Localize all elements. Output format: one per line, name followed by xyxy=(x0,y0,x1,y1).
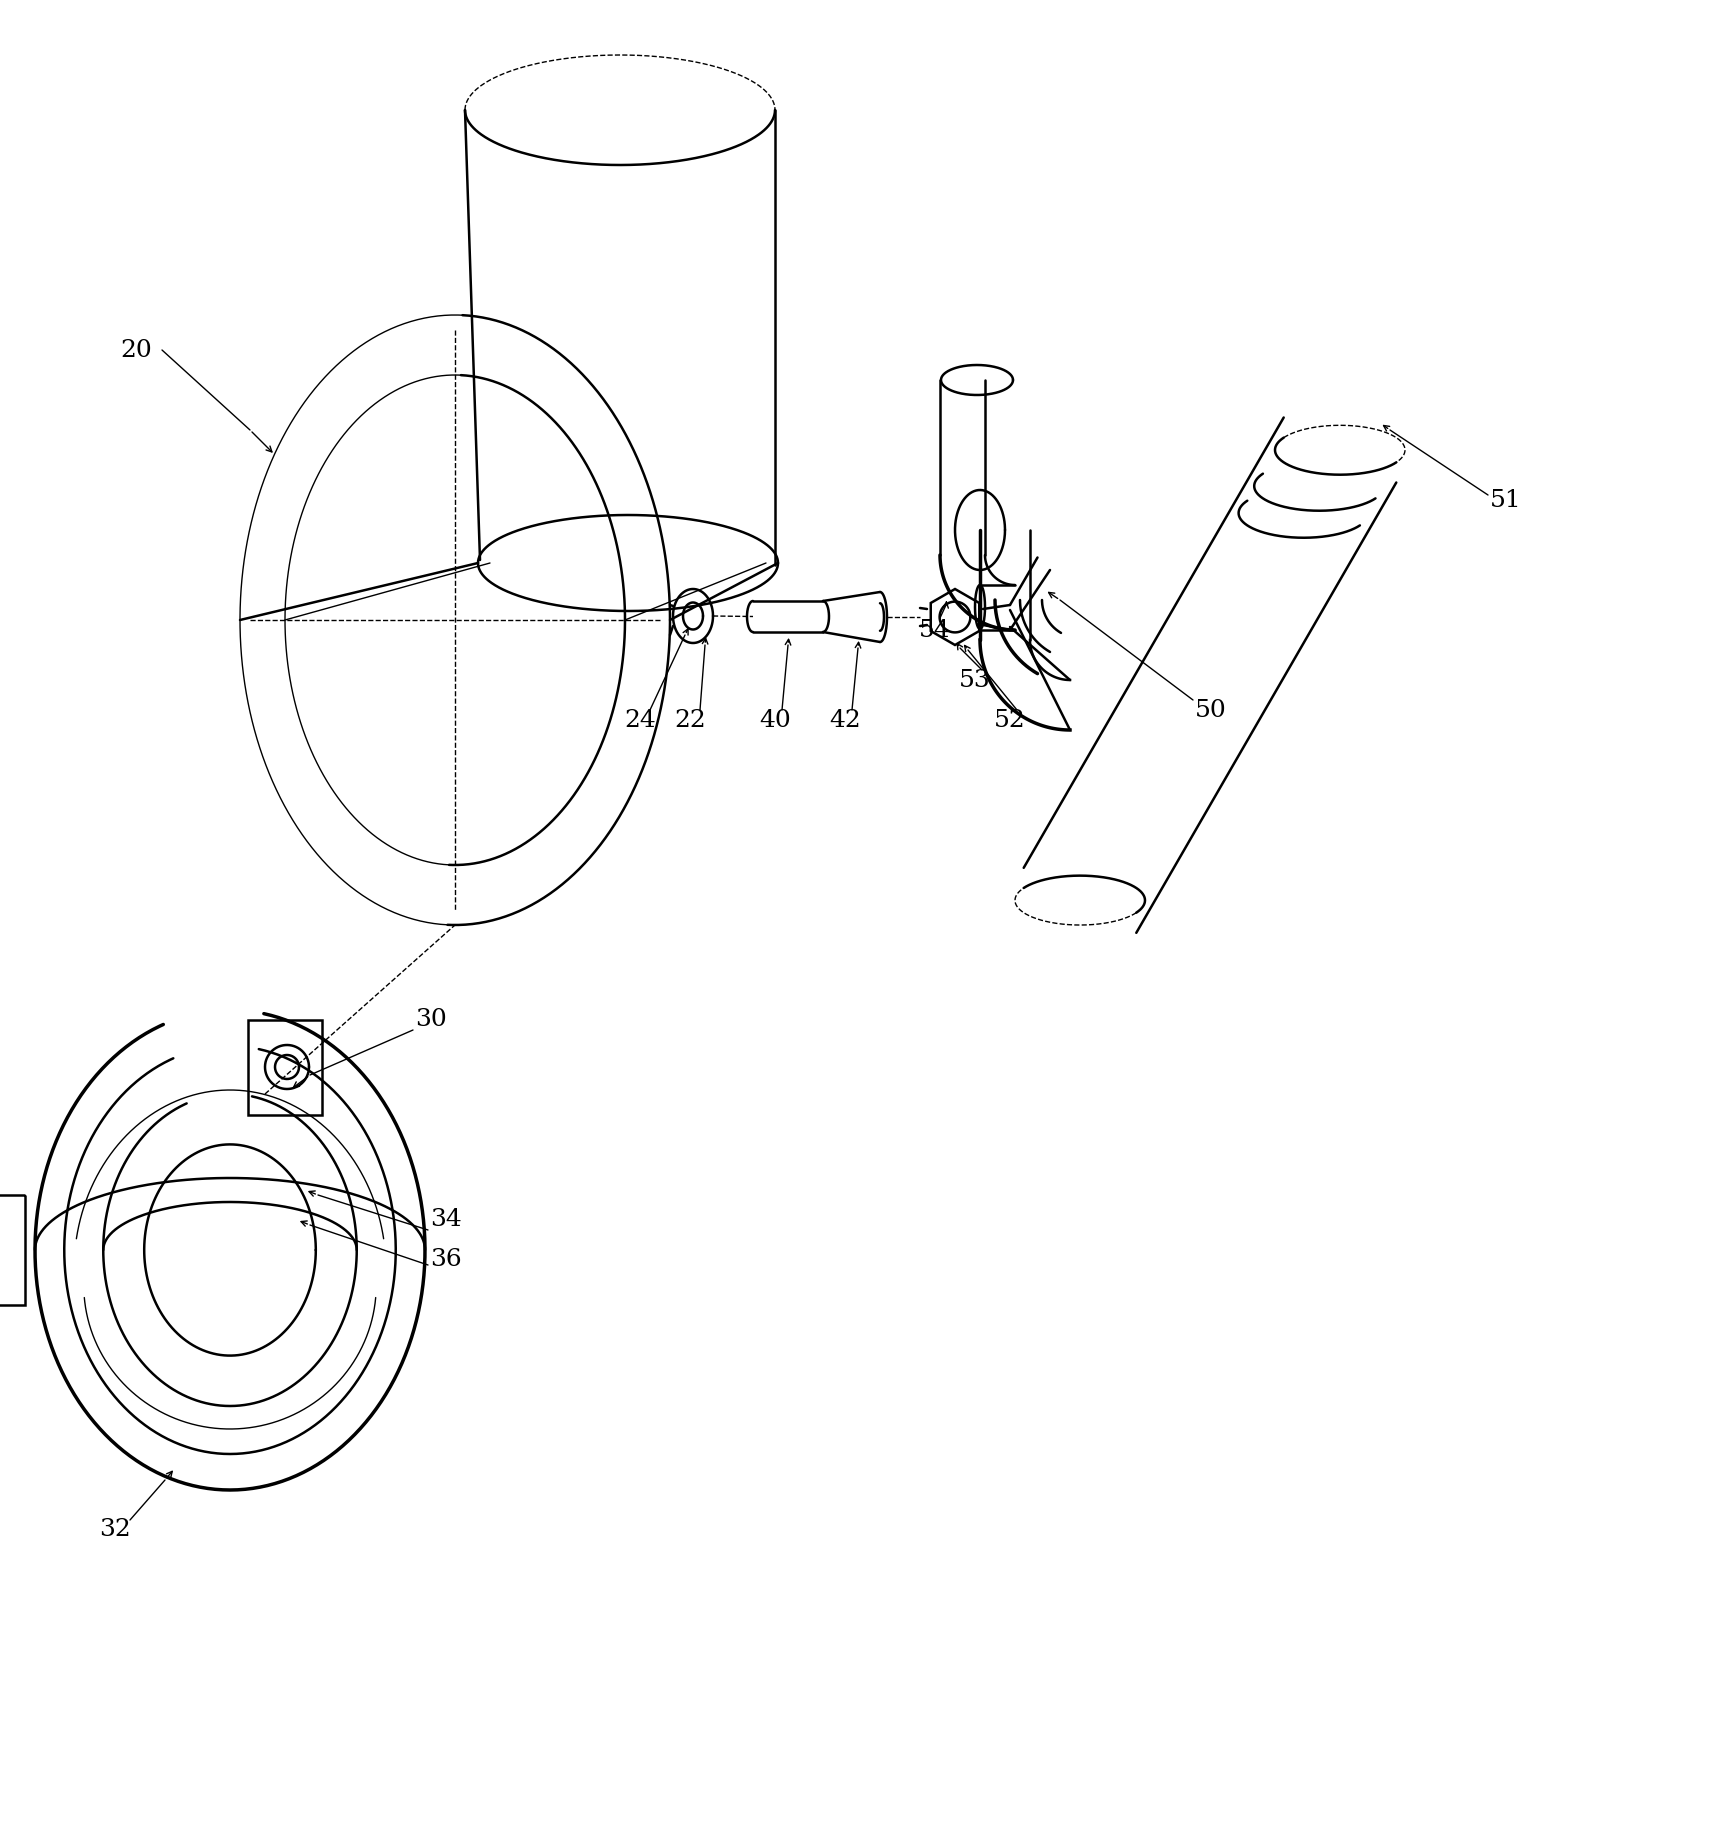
Text: 22: 22 xyxy=(674,709,707,731)
Text: 20: 20 xyxy=(120,339,152,361)
Text: 42: 42 xyxy=(830,709,861,731)
Text: 40: 40 xyxy=(760,709,790,731)
Text: 34: 34 xyxy=(429,1208,462,1232)
Text: 36: 36 xyxy=(429,1249,462,1271)
Text: 32: 32 xyxy=(99,1518,130,1542)
Text: 30: 30 xyxy=(416,1009,447,1032)
Text: 54: 54 xyxy=(919,619,951,641)
Text: 53: 53 xyxy=(960,669,991,691)
Text: 50: 50 xyxy=(1194,698,1227,722)
Text: 52: 52 xyxy=(994,709,1027,731)
Text: 51: 51 xyxy=(1490,488,1521,512)
Text: 24: 24 xyxy=(625,709,655,731)
